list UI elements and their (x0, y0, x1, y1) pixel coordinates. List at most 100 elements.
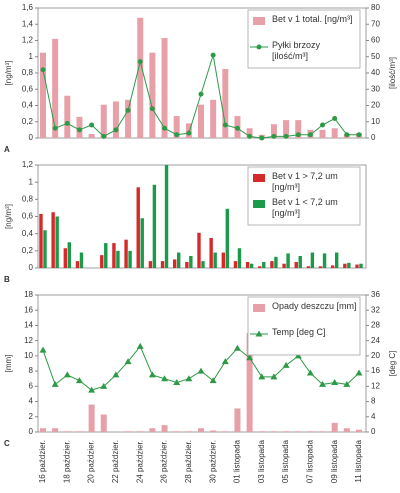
bar (197, 232, 201, 268)
x-tick-label: 18 paździer. (62, 440, 71, 483)
bar (112, 101, 119, 138)
bar (356, 429, 362, 432)
marker (247, 133, 253, 139)
y-tick-label: 0,6 (22, 84, 34, 93)
bar (295, 431, 302, 432)
y2-tick-label: 36 (371, 290, 380, 299)
bar (319, 129, 326, 138)
bar (355, 264, 359, 268)
legend: Bet v 1 > 7,2 um [ng/m³] Bet v 1 < 7,2 um… (247, 166, 361, 226)
y-tick-label: 1,2 (22, 160, 34, 169)
bar (331, 422, 338, 432)
bar (176, 252, 181, 268)
bar (40, 52, 46, 138)
bar (136, 187, 140, 268)
marker (283, 133, 289, 139)
bar (246, 128, 253, 138)
bar (298, 255, 302, 268)
y2-tick-label: 50 (371, 52, 380, 61)
marker (258, 373, 266, 380)
bar (270, 261, 274, 268)
bar (88, 133, 95, 138)
marker (112, 371, 120, 378)
marker (137, 59, 143, 65)
bar (274, 256, 278, 268)
bar (210, 430, 217, 432)
y2-tick-label: 24 (371, 336, 380, 345)
bar (52, 38, 59, 138)
marker (344, 132, 350, 138)
legend-swatch (253, 17, 265, 25)
bar (164, 165, 169, 268)
bar (249, 263, 254, 268)
y-tick-label: 18 (24, 290, 33, 299)
x-tick-label: 01 listopada (233, 439, 242, 483)
bar (262, 261, 266, 268)
bar (343, 428, 350, 432)
marker (148, 371, 156, 378)
legend-swatch (253, 200, 265, 208)
y-tick-label: 8 (29, 366, 34, 375)
x-tick-label: 22 paździer. (111, 440, 120, 483)
marker (125, 107, 131, 113)
bar (43, 230, 47, 268)
marker (76, 127, 82, 133)
x-tick-label: 09 listopada (330, 439, 339, 483)
bar (306, 266, 311, 268)
marker (222, 122, 228, 128)
bar (209, 237, 213, 268)
bar (282, 263, 286, 268)
bar (322, 253, 327, 268)
legend-entry: Bet v 1 total. [ng/m³] (272, 14, 353, 24)
legend-label: Opady deszczu [mm] (272, 301, 357, 311)
marker (174, 132, 180, 138)
bar (51, 212, 55, 268)
marker (64, 120, 70, 126)
y2-tick-label: 32 (371, 305, 380, 314)
legend-entry: Opady deszczu [mm] (272, 301, 357, 311)
marker (75, 377, 83, 384)
bar (112, 243, 116, 268)
bar (185, 431, 192, 432)
bar (64, 431, 71, 432)
bar (173, 431, 180, 432)
x-tick-label: 20 paździer. (87, 440, 96, 483)
marker (113, 127, 119, 133)
marker (234, 125, 240, 131)
bar (318, 266, 323, 268)
y2-tick-label: 20 (371, 101, 380, 110)
y-tick-label: 1 (29, 52, 34, 61)
y-tick-label: 2 (29, 412, 34, 421)
bar (347, 262, 351, 268)
x-tick-label: 30 paździer. (208, 440, 217, 483)
bar (140, 218, 144, 268)
marker (210, 52, 216, 58)
bar (310, 252, 315, 268)
bar (116, 250, 120, 268)
marker (89, 122, 95, 128)
y-tick-label: 0,8 (22, 68, 34, 77)
bar (79, 252, 84, 268)
bar (100, 414, 107, 432)
legend-entry: Bet v 1 > 7,2 um [ng/m³] (272, 171, 338, 192)
y-tick-label: 10 (24, 351, 33, 360)
marker (40, 67, 46, 73)
y-tick-label: 0 (29, 427, 34, 436)
marker (319, 380, 327, 387)
marker (271, 133, 277, 139)
marker (185, 375, 193, 382)
legend-label: Bet v 1 > 7,2 um [ng/m³] (272, 171, 338, 192)
bar (201, 261, 205, 268)
bar (222, 431, 229, 432)
bar (149, 428, 156, 432)
bar (52, 428, 59, 432)
y2-tick-label: 0 (371, 133, 376, 142)
y-tick-label: 1 (29, 177, 34, 186)
y2-tick-label: 60 (371, 36, 380, 45)
legend-swatch (253, 174, 265, 182)
y2-tick-label: 4 (371, 412, 376, 421)
bar (161, 38, 168, 138)
bar (40, 428, 46, 432)
bar (63, 248, 68, 268)
